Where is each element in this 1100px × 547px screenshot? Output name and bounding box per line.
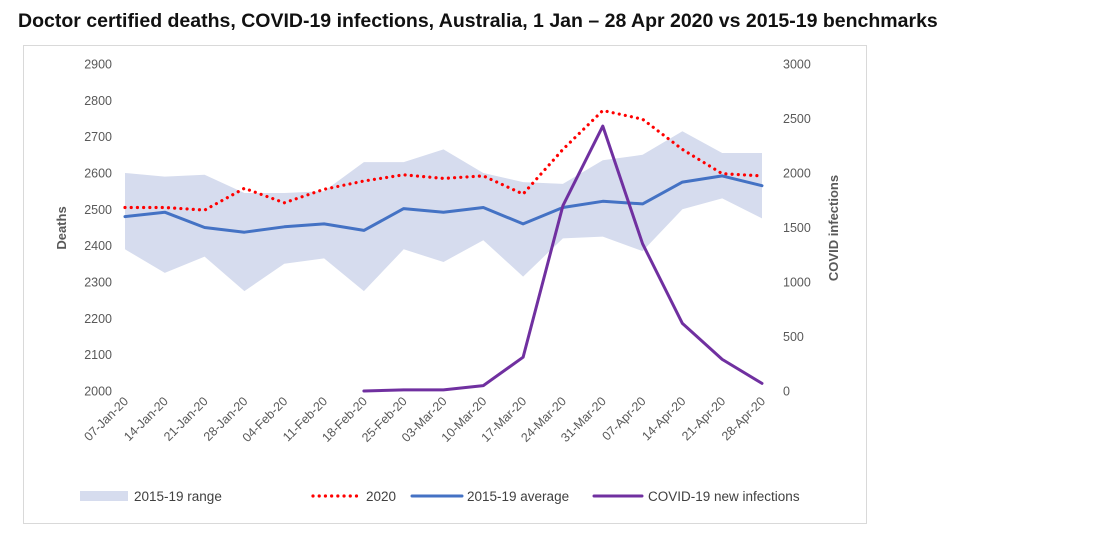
- y-left-tick-label: 2900: [84, 58, 112, 72]
- y-right-tick-label: 500: [783, 330, 804, 344]
- legend-swatch-range: [80, 491, 128, 501]
- y-left-tick-label: 2600: [84, 167, 112, 181]
- chart-frame: [23, 45, 867, 524]
- series-line-1: [123, 174, 764, 234]
- x-ticks: 07-Jan-2014-Jan-2021-Jan-2028-Jan-2004-F…: [81, 394, 768, 445]
- y-right-tick-label: 2500: [783, 112, 811, 126]
- series-line-2: [362, 124, 764, 393]
- x-tick-label: 28-Apr-20: [719, 394, 768, 443]
- y-left-tick-label: 2400: [84, 239, 112, 253]
- y-left-tick-label: 2300: [84, 276, 112, 290]
- y-right-tick-label: 3000: [783, 58, 811, 72]
- legend-label-average: 2015-19 average: [467, 489, 569, 504]
- chart-title: Doctor certified deaths, COVID-19 infect…: [18, 10, 938, 32]
- y-right-tick-label: 0: [783, 385, 790, 399]
- y-left-tick-label: 2800: [84, 94, 112, 108]
- y-left-tick-label: 2000: [84, 385, 112, 399]
- y-left-tick-label: 2200: [84, 312, 112, 326]
- y-left-axis-title: Deaths: [54, 206, 69, 249]
- y-right-ticks: 0 500 1000 1500 2000 2500 3000: [783, 58, 811, 399]
- y-right-axis-title: COVID infections: [826, 175, 841, 281]
- y-right-tick-label: 1500: [783, 221, 811, 235]
- y-left-ticks: 2000 2100 2200 2300 2400 2500 2600 2700 2800 2900: [84, 58, 112, 399]
- series-line-0: [123, 108, 764, 212]
- legend-label-2020: 2020: [366, 489, 396, 504]
- y-left-tick-label: 2500: [84, 203, 112, 217]
- y-right-tick-label: 1000: [783, 276, 811, 290]
- y-left-tick-label: 2100: [84, 348, 112, 362]
- legend-label-range: 2015-19 range: [134, 489, 222, 504]
- legend-label-covid: COVID-19 new infections: [648, 489, 800, 504]
- legend: 2015-19 range 2020 2015-19 average COVID-19…: [80, 489, 800, 504]
- y-left-tick-label: 2700: [84, 130, 112, 144]
- y-right-tick-label: 2000: [783, 167, 811, 181]
- plot-area: [123, 108, 764, 393]
